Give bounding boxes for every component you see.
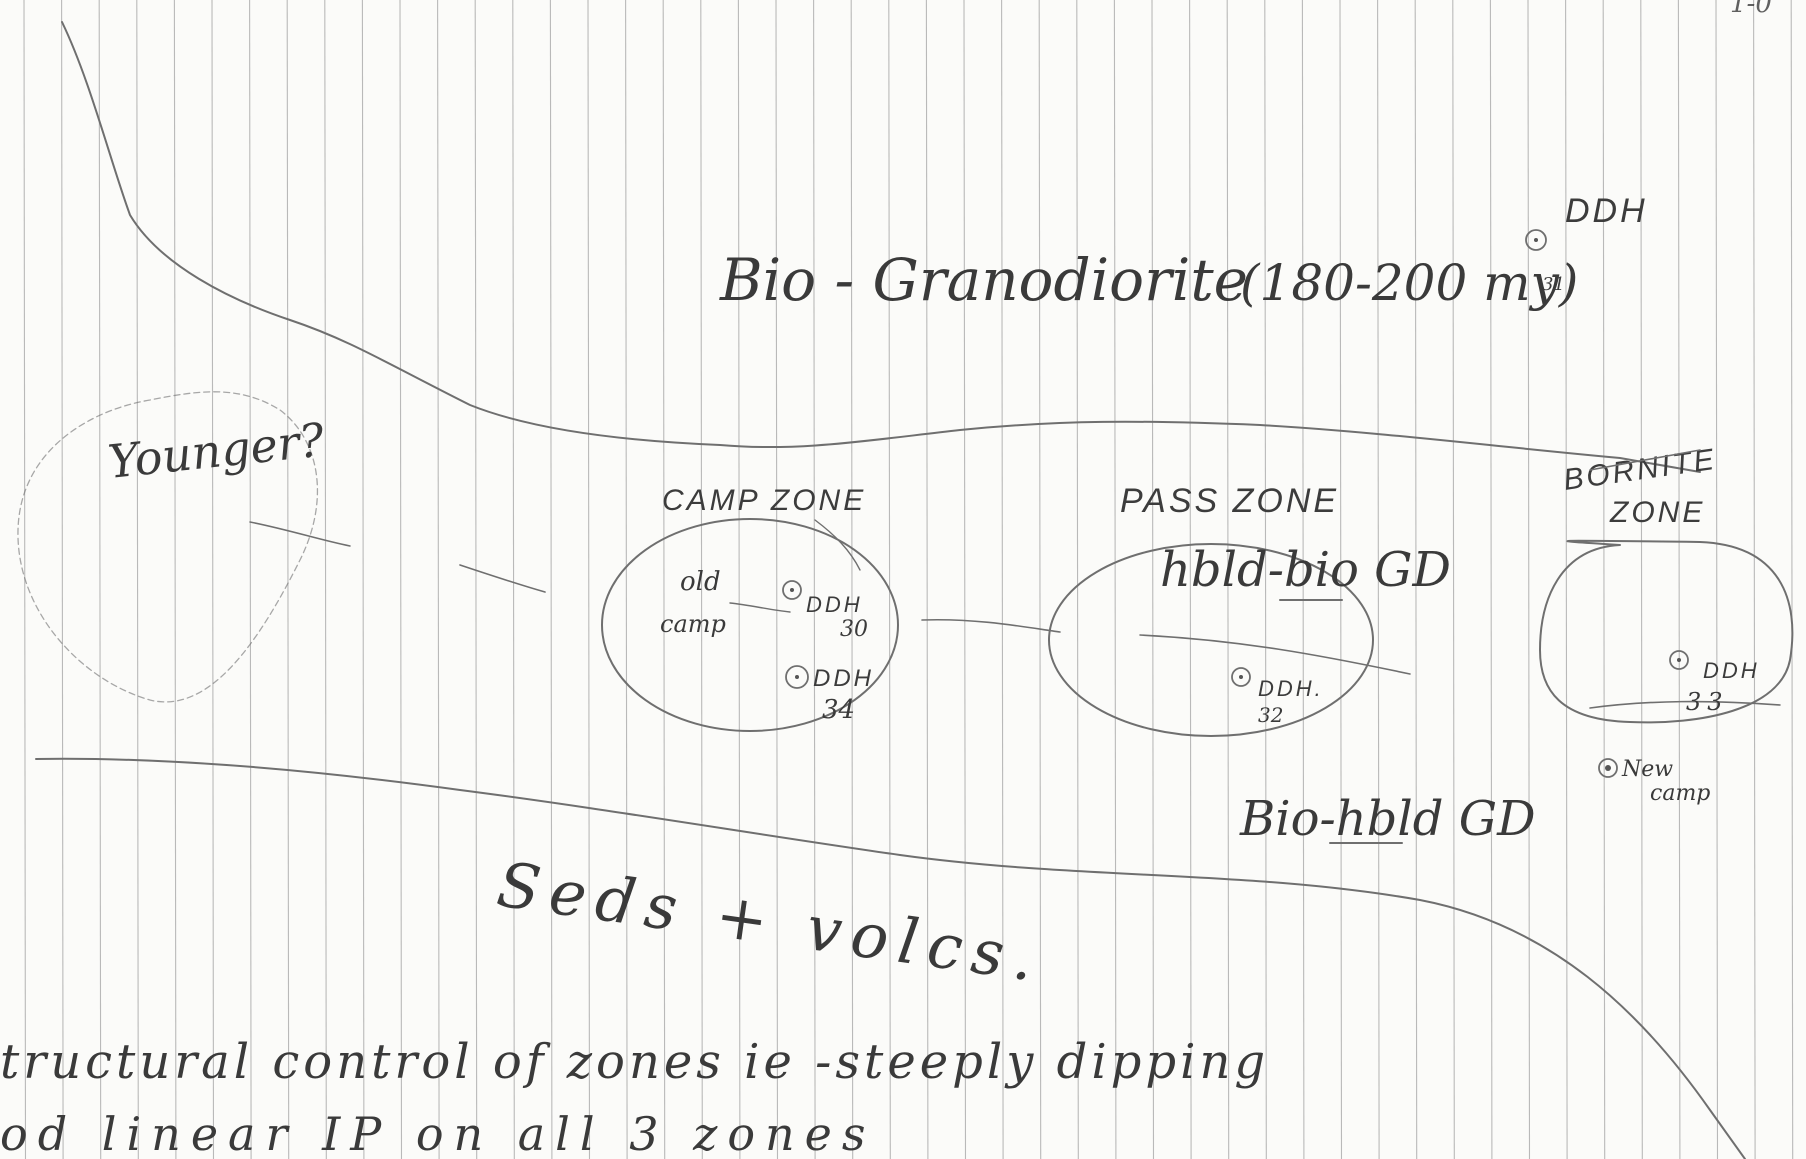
ruled-line-43 <box>1640 0 1643 1159</box>
trend-stroke-camp-ne <box>814 519 861 571</box>
old-label: old <box>680 567 721 597</box>
trend-stroke-bornite <box>1589 700 1781 709</box>
ruled-line-5 <box>211 0 215 1159</box>
younger-label: Younger? <box>106 413 327 489</box>
upper-contact-line <box>61 21 1701 473</box>
trend-stroke-camp-inner <box>729 602 791 613</box>
ruled-line-25 <box>963 0 967 1159</box>
pass-zone-title: PASS ZONE <box>1120 482 1339 520</box>
age-label: (180-200 my) <box>1240 254 1578 312</box>
ruled-line-39 <box>1489 0 1493 1159</box>
ruled-line-41 <box>1565 0 1568 1159</box>
ruled-line-26 <box>1001 0 1004 1159</box>
ruled-line-40 <box>1527 0 1531 1159</box>
ruled-line-31 <box>1189 0 1192 1159</box>
ruled-line-12 <box>474 0 478 1159</box>
note-line-2: od linear IP on all 3 zones <box>0 1107 876 1159</box>
ruled-line-44 <box>1677 0 1681 1159</box>
ddh-31-marker: DDH 31 <box>1525 192 1648 295</box>
camp-label: camp <box>660 610 726 638</box>
ddh-30-label: DDH <box>806 592 863 617</box>
ruled-line-28 <box>1076 0 1079 1159</box>
ruled-line-37 <box>1414 0 1418 1159</box>
bio-hbld-gd-label: Bio-hbld GD <box>1239 791 1536 847</box>
ruled-line-10 <box>399 0 403 1159</box>
ruled-line-47 <box>1790 0 1794 1159</box>
ruled-line-17 <box>662 0 666 1159</box>
ddh-34-label: DDH <box>813 665 874 692</box>
trend-stroke-pass <box>1139 634 1411 675</box>
ruled-line-27 <box>1038 0 1042 1159</box>
bornite-strike-stroke <box>1589 449 1701 471</box>
new-camp-label-line2: camp <box>1650 781 1710 806</box>
ddh-30-marker: DDH 30 <box>782 580 868 642</box>
page-corner-number: 1-0 <box>1730 0 1772 19</box>
camp-zone-title: CAMP ZONE <box>662 484 866 517</box>
new-camp-label-line1: New <box>1621 757 1673 782</box>
ruled-line-4 <box>173 0 177 1159</box>
ruled-line-29 <box>1113 0 1117 1159</box>
camp-zone-outline <box>601 518 899 732</box>
ddh-33-marker: DDH 33 <box>1669 650 1760 716</box>
ruled-line-38 <box>1452 0 1455 1159</box>
ddh-32-number: 32 <box>1258 703 1283 727</box>
ruled-line-20 <box>775 0 779 1159</box>
trend-stroke-camp-pass <box>921 618 1061 633</box>
new-camp-marker: New camp <box>1598 757 1710 806</box>
ruled-line-13 <box>512 0 515 1159</box>
ruled-line-46 <box>1753 0 1756 1159</box>
trend-stroke-west <box>459 564 546 593</box>
ruled-line-11 <box>437 0 440 1159</box>
ruled-line-9 <box>361 0 365 1159</box>
ruled-line-45 <box>1715 0 1719 1159</box>
ruled-line-23 <box>888 0 891 1159</box>
ruled-line-22 <box>850 0 854 1159</box>
bio-granodiorite-label: Bio - Granodiorite <box>719 246 1248 314</box>
ruled-line-42 <box>1602 0 1606 1159</box>
ddh-31-number: 31 <box>1542 274 1565 295</box>
bornite-zone-title-line2: ZONE <box>1609 496 1705 529</box>
younger-intrusion-outline <box>17 391 318 703</box>
ddh-30-number: 30 <box>840 617 868 642</box>
ruled-line-2 <box>98 0 102 1159</box>
hbld-bio-gd-label: hbld-bio GD <box>1160 542 1451 598</box>
ddh-33-number: 33 <box>1686 688 1729 716</box>
lower-contact-line <box>35 757 1746 1159</box>
ddh-32-label: DDH. <box>1258 676 1324 701</box>
ddh-33-label: DDH <box>1703 658 1760 683</box>
younger-contact-stroke <box>249 521 351 547</box>
ruled-line-32 <box>1226 0 1230 1159</box>
ruled-line-7 <box>286 0 290 1159</box>
note-line-1: tructural control of zones ie -steeply d… <box>0 1034 1269 1090</box>
ruled-line-30 <box>1151 0 1155 1159</box>
ruled-line-19 <box>737 0 741 1159</box>
ruled-line-21 <box>813 0 816 1159</box>
ruled-line-34 <box>1301 0 1305 1159</box>
ruled-line-33 <box>1264 0 1267 1159</box>
pass-zone-outline <box>1048 543 1374 737</box>
ddh-31-label: DDH <box>1565 192 1648 230</box>
ruled-line-15 <box>587 0 591 1159</box>
ruled-line-36 <box>1377 0 1380 1159</box>
ruled-lines <box>23 0 1794 1159</box>
ruled-line-8 <box>324 0 327 1159</box>
ddh-32-marker: DDH. 32 <box>1231 667 1324 727</box>
ddh-34-number: 34 <box>822 695 855 725</box>
bornite-zone-outline <box>1539 539 1794 724</box>
ruled-line-3 <box>136 0 139 1159</box>
ddh-34-marker: DDH 34 <box>785 665 874 725</box>
ruled-line-6 <box>249 0 252 1159</box>
ruled-line-18 <box>700 0 703 1159</box>
ruled-line-16 <box>625 0 628 1159</box>
ruled-line-1 <box>61 0 64 1159</box>
ruled-line-14 <box>549 0 553 1159</box>
ruled-line-24 <box>925 0 929 1159</box>
ruled-line-35 <box>1339 0 1343 1159</box>
